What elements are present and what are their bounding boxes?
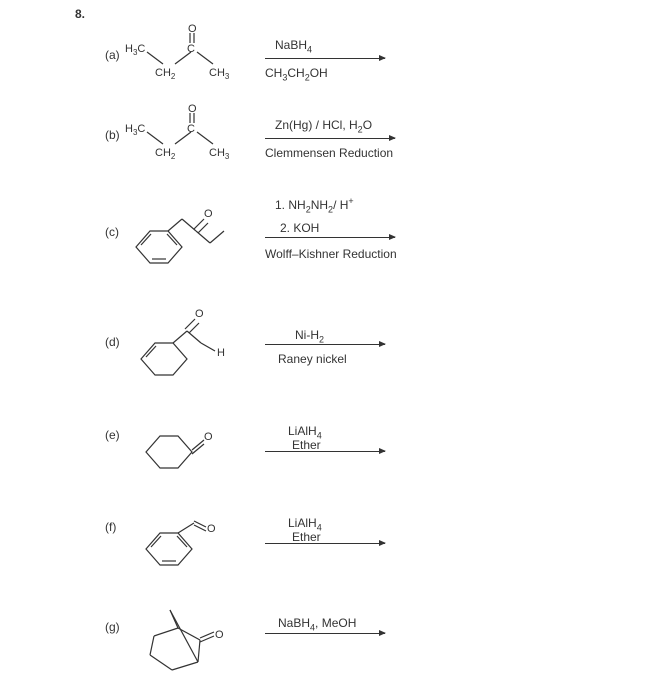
svg-text:O: O: [188, 103, 197, 115]
reagent-c-line2: 2. KOH: [280, 219, 319, 237]
svg-text:CH2: CH2: [155, 147, 176, 161]
arrow-e: [265, 451, 385, 452]
svg-text:O: O: [204, 208, 213, 220]
part-label-c: (c): [105, 225, 119, 239]
structure-g: O: [140, 600, 250, 693]
part-label-b: (b): [105, 128, 120, 142]
part-label-d: (d): [105, 335, 120, 349]
row-b: (b) H3C CH2 C O CH3 Zn(Hg) / HCl, H2O Cl…: [0, 110, 665, 175]
row-e: (e) O LiAlH4 Ether: [0, 408, 665, 493]
arrow-f: [265, 543, 385, 544]
structure-f: O: [140, 505, 250, 588]
arrow-d: [265, 344, 385, 345]
reagent-c-line1: 1. NH2NH2/ H+: [275, 195, 354, 217]
question-number: 8.: [75, 7, 85, 21]
svg-text:H3C: H3C: [125, 43, 145, 57]
svg-text:O: O: [204, 431, 213, 443]
arrow-g: [265, 633, 385, 634]
reagent-b-top: Zn(Hg) / HCl, H2O: [275, 116, 372, 137]
row-c: (c) O 1. NH2NH2/ H+ 2. KOH Wolff–Kishner…: [0, 185, 665, 285]
reagent-b-bottom: Clemmensen Reduction: [265, 144, 393, 162]
row-f: (f) O LiAlH4 Ether: [0, 500, 665, 595]
arrow-c: [265, 237, 395, 238]
reagent-d-bottom: Raney nickel: [278, 350, 347, 368]
structure-d: O H: [135, 300, 245, 398]
svg-text:CH3: CH3: [209, 147, 230, 161]
part-label-g: (g): [105, 620, 120, 634]
part-label-a: (a): [105, 48, 120, 62]
reagent-c-line3: Wolff–Kishner Reduction: [265, 245, 397, 263]
arrow-b: [265, 138, 395, 139]
svg-text:C: C: [187, 43, 195, 55]
row-a: (a) H3C CH2 C O CH3 NaBH4 CH3CH2OH: [0, 30, 665, 95]
svg-text:H3C: H3C: [125, 123, 145, 137]
svg-text:H: H: [217, 347, 225, 359]
structure-b: H3C CH2 C O CH3: [125, 110, 245, 168]
structure-c: O: [130, 193, 240, 286]
row-d: (d) O H Ni-H2 Raney nickel: [0, 300, 665, 400]
svg-text:CH3: CH3: [209, 67, 230, 81]
structure-e: O: [140, 413, 240, 486]
reagent-a-bottom: CH3CH2OH: [265, 64, 328, 85]
svg-text:O: O: [195, 308, 204, 320]
svg-text:CH2: CH2: [155, 67, 176, 81]
svg-text:C: C: [187, 123, 195, 135]
arrow-a: [265, 58, 385, 59]
reagent-a-top: NaBH4: [275, 36, 312, 57]
part-label-f: (f): [105, 520, 116, 534]
svg-text:O: O: [207, 523, 216, 535]
row-g: (g) O NaBH4, MeOH: [0, 600, 665, 695]
structure-a: H3C CH2 C O CH3: [125, 30, 245, 88]
reagent-g: NaBH4, MeOH: [278, 614, 356, 635]
part-label-e: (e): [105, 428, 120, 442]
svg-text:O: O: [215, 629, 224, 641]
svg-text:O: O: [188, 23, 197, 35]
